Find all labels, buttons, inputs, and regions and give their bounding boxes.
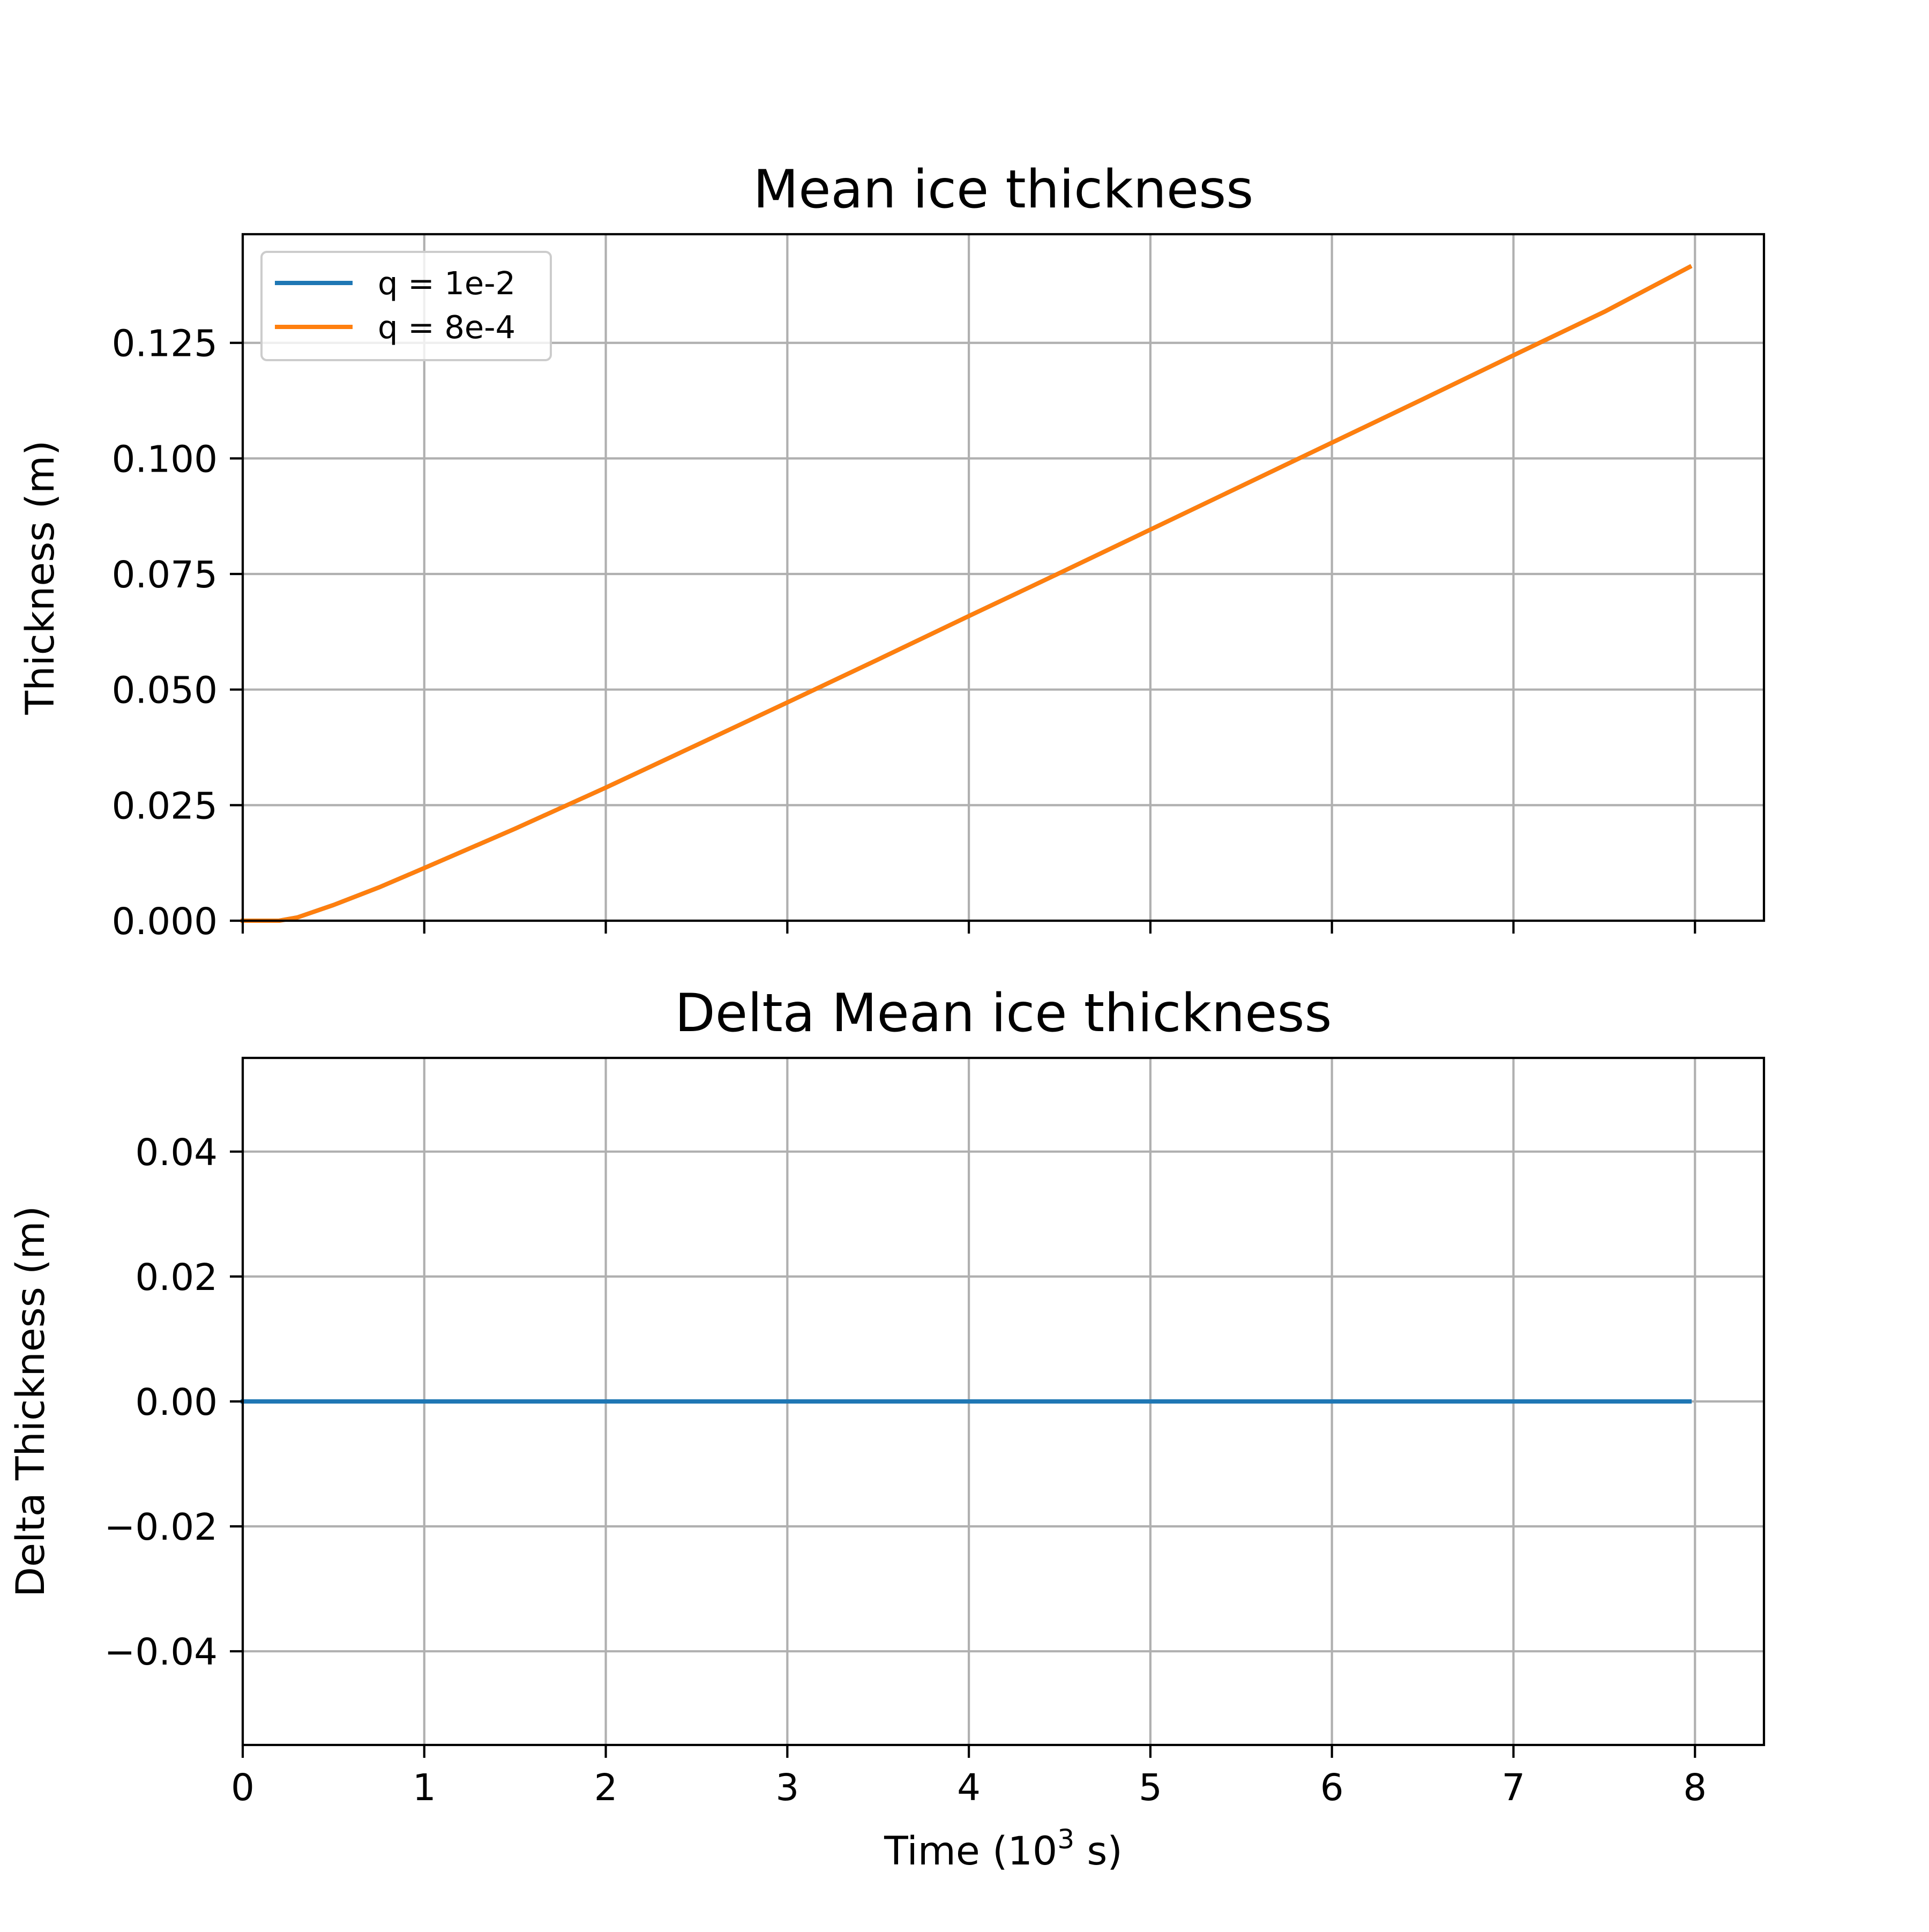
series-line-2: [241, 264, 1693, 923]
x-tick-label: 2: [594, 1766, 618, 1809]
x-tick-label: 0: [231, 1766, 255, 1809]
y-tick-label: −0.02: [104, 1506, 218, 1549]
y-tick-label: 0.000: [111, 900, 218, 943]
x-tick-label: 3: [775, 1766, 799, 1809]
legend: q = 1e-2 q = 8e-4: [260, 251, 552, 361]
bottom-ticks: 0 1 2 3 4 5 6 7 8 −0.04 −0.02 0.00 0.02 0.04: [104, 1131, 1707, 1809]
x-axis-label: Time (103 s): [884, 1824, 1123, 1874]
top-ticks: 0.000 0.025 0.050 0.075 0.100 0.125: [111, 323, 1696, 943]
bottom-panel: 0 1 2 3 4 5 6 7 8 −0.04 −0.02 0.00 0.02 0.04 Delta Me…: [8, 983, 1766, 1874]
x-axis-label-superscript: 3: [1057, 1824, 1074, 1855]
y-tick-label: 0.075: [111, 554, 218, 596]
top-series-lines: [241, 264, 1693, 923]
y-tick-label: 0.050: [111, 669, 218, 712]
y-tick-label: 0.125: [111, 323, 218, 365]
y-tick-label: 0.100: [111, 438, 218, 481]
bottom-chart-title: Delta Mean ice thickness: [675, 983, 1332, 1044]
legend-label-q-1e-2: q = 1e-2: [378, 265, 515, 302]
x-tick-label: 5: [1139, 1766, 1162, 1809]
x-tick-label: 6: [1320, 1766, 1344, 1809]
top-panel: 0.000 0.025 0.050 0.075 0.100 0.125 Mean ice …: [18, 159, 1766, 943]
x-tick-label: 8: [1683, 1766, 1707, 1809]
series-line-1: [241, 264, 1693, 923]
legend-box: [260, 251, 552, 361]
top-chart-title: Mean ice thickness: [753, 159, 1254, 220]
legend-label-q-8e-4: q = 8e-4: [378, 309, 515, 346]
y-tick-label: 0.025: [111, 785, 218, 827]
y-tick-label: −0.04: [104, 1631, 218, 1674]
y-tick-label: 0.00: [135, 1381, 218, 1424]
x-tick-label: 1: [413, 1766, 436, 1809]
x-axis-label-suffix: s): [1074, 1829, 1123, 1874]
top-plot-frame: [241, 233, 1766, 922]
top-y-axis-label: Thickness (m): [18, 440, 63, 715]
x-axis-label-prefix: Time (10: [884, 1829, 1057, 1874]
y-tick-label: 0.04: [135, 1131, 218, 1174]
x-tick-label: 7: [1502, 1766, 1526, 1809]
x-tick-label: 4: [957, 1766, 981, 1809]
y-tick-label: 0.02: [135, 1256, 218, 1299]
bottom-y-axis-label: Delta Thickness (m): [8, 1206, 54, 1597]
